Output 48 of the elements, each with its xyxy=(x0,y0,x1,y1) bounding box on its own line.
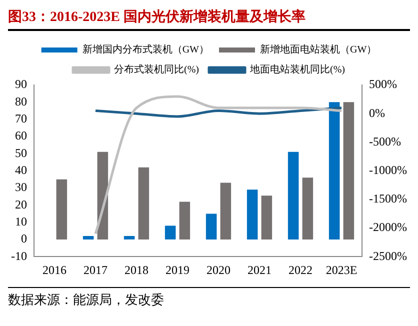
y-tick-label: 10 xyxy=(14,214,27,228)
y2-tick-label: -2500% xyxy=(369,248,408,263)
bar xyxy=(328,102,340,240)
source-note: 数据来源：能源局，发改委 xyxy=(8,287,410,309)
x-tick-label: 2016 xyxy=(42,262,66,277)
bar xyxy=(179,202,190,240)
y-tick-label: 40 xyxy=(14,162,27,177)
bar xyxy=(288,152,299,240)
bar xyxy=(138,167,150,240)
legend-label: 新增地面电站装机（GW） xyxy=(260,44,377,56)
y2-tick-label: -2000% xyxy=(369,220,408,234)
y-tick-label: 80 xyxy=(14,94,27,108)
y-tick-label: 50 xyxy=(14,146,27,160)
y-tick-label: 60 xyxy=(14,128,27,143)
bar xyxy=(220,182,232,240)
y-tick-label: 30 xyxy=(14,180,27,194)
chart-title: 图33：2016-2023E 国内光伏新增装机量及增长率 xyxy=(8,8,410,31)
bar xyxy=(206,214,217,240)
y-tick-label: 70 xyxy=(14,111,27,126)
bar xyxy=(343,102,354,240)
line-series xyxy=(94,106,343,118)
line-series xyxy=(94,95,343,235)
y2-tick-label: 500% xyxy=(369,77,398,92)
y-tick-label: 20 xyxy=(14,197,27,212)
bar xyxy=(82,236,94,240)
legend-label: 地面电站装机同比(%) xyxy=(249,64,345,76)
y2-tick-label: -1000% xyxy=(369,162,408,177)
x-tick-label: 2017 xyxy=(84,262,108,277)
bar xyxy=(56,179,68,240)
bar xyxy=(261,196,272,240)
y2-tick-label: 0% xyxy=(369,106,386,120)
y-tick-label: 0 xyxy=(20,232,27,246)
y-tick-label: -10 xyxy=(10,248,27,263)
x-tick-label: 2019 xyxy=(166,262,190,277)
bar xyxy=(124,236,135,240)
x-tick-label: 2023E xyxy=(326,262,358,277)
y-tick-label: 90 xyxy=(14,77,27,92)
x-tick-label: 2018 xyxy=(124,262,148,277)
legend-label: 新增国内分布式装机（GW） xyxy=(82,44,210,56)
x-tick-label: 2020 xyxy=(206,262,231,277)
y2-tick-label: -1500% xyxy=(369,192,408,206)
bar xyxy=(246,190,258,240)
bar xyxy=(164,226,176,240)
y2-tick-label: -500% xyxy=(369,134,402,148)
x-tick-label: 2021 xyxy=(248,262,272,277)
legend-label: 分布式装机同比(%) xyxy=(114,64,200,76)
bar xyxy=(302,178,314,240)
x-tick-label: 2022 xyxy=(288,262,313,277)
